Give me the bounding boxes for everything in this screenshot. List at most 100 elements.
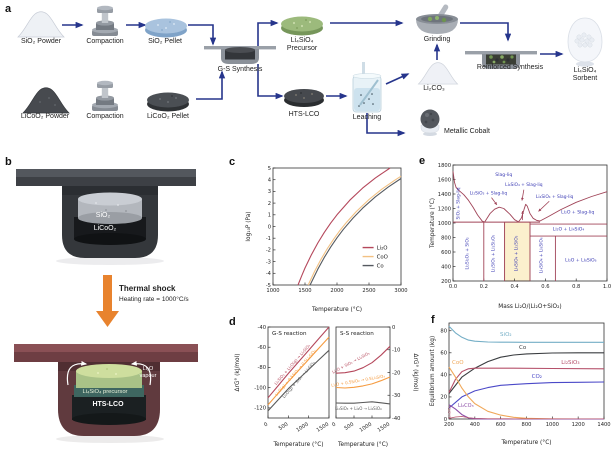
svg-text:-1: -1 — [266, 236, 271, 242]
svg-text:Temperature (°C): Temperature (°C) — [311, 307, 362, 313]
leaching-beaker-icon — [352, 62, 382, 113]
svg-text:1500: 1500 — [316, 422, 330, 434]
label-b-licoo2: LiCoO₂ — [93, 225, 117, 232]
label-heating-rate: Heating rate = 1000°C/s — [119, 296, 189, 303]
series-Li₄SiO₄ — [448, 416, 604, 420]
series-Li₂SiO₃ — [448, 367, 605, 393]
svg-text:0: 0 — [263, 422, 269, 429]
svg-text:Li₄SiO₄: Li₄SiO₄ — [448, 405, 452, 418]
svg-text:1.0: 1.0 — [603, 284, 611, 290]
svg-text:1400: 1400 — [438, 192, 451, 198]
sio2-pellet-icon — [145, 18, 187, 38]
thermal-shock-arrow — [96, 275, 119, 327]
svg-text:Li₂O + Slag-liq: Li₂O + Slag-liq — [561, 210, 594, 216]
svg-text:2: 2 — [268, 201, 271, 207]
label-sio2-powder: SiO₂ Powder — [20, 38, 62, 45]
label-grinding: Grinding — [423, 36, 451, 43]
label-sorbent-1: Li₄SiO₄ — [573, 67, 597, 74]
svg-text:Li₄SiO₄ + Slag-liq: Li₄SiO₄ + Slag-liq — [505, 182, 543, 188]
series-CO₂ — [448, 381, 605, 409]
svg-text:Li₄SiO₄ + Li₂SiO₃: Li₄SiO₄ + Li₂SiO₃ — [513, 235, 519, 271]
svg-text:40: 40 — [440, 373, 447, 379]
svg-text:Slag-liq: Slag-liq — [495, 172, 512, 178]
label-li2o-vapour-1: Li₂O — [142, 366, 154, 372]
svg-text:Li₂SiO₃: Li₂SiO₃ — [561, 360, 579, 366]
label-precursor-2: Precursor — [286, 45, 318, 52]
svg-text:1000: 1000 — [359, 422, 373, 434]
compaction-press-icon — [92, 5, 118, 36]
svg-text:Temperature (°C): Temperature (°C) — [337, 442, 388, 448]
svg-text:0: 0 — [444, 417, 447, 423]
svg-text:600: 600 — [496, 422, 506, 428]
svg-text:Temperature (°C): Temperature (°C) — [272, 442, 323, 448]
chart-ss-reaction: 0 500 1000 1500 0 -10 -20 -30 -40 Temperature (°C… — [331, 325, 418, 448]
li2co3-pile-icon — [418, 62, 458, 85]
label-sio2-pellet: SiO₂ Pellet — [148, 38, 182, 45]
panel-letter-e: e — [419, 155, 426, 167]
svg-text:Li₂O + Li₈SiO₆: Li₂O + Li₈SiO₆ — [565, 257, 597, 263]
svg-text:60: 60 — [440, 351, 447, 357]
svg-text:Li₄SiO₄ + Slag-liq: Li₄SiO₄ + Slag-liq — [536, 194, 574, 200]
svg-text:200: 200 — [444, 422, 454, 428]
series-Li₂O — [297, 167, 391, 286]
svg-text:0: 0 — [268, 224, 271, 230]
svg-text:800: 800 — [441, 235, 451, 241]
svg-text:ΔrG° (kJ/mol): ΔrG° (kJ/mol) — [412, 354, 418, 392]
svg-text:-5: -5 — [266, 283, 271, 289]
svg-text:0: 0 — [331, 422, 337, 429]
sio2-powder-icon — [17, 11, 65, 38]
label-reinforced-synthesis: Reinforced Synthesis — [476, 64, 544, 71]
crucible-after-icon — [14, 344, 198, 443]
licoo2-pellet-icon — [147, 92, 189, 112]
svg-text:2000: 2000 — [330, 288, 343, 294]
svg-text:-30: -30 — [392, 393, 400, 399]
chart-equilibrium-amount: 200 400 600 800 1000 1200 1400 0 20 40 60 80 Tempera… — [430, 322, 611, 446]
svg-text:0.6: 0.6 — [541, 284, 549, 290]
svg-text:Li₂SiO₃ + Li₂O → Li₄SiO₄: Li₂SiO₃ + Li₂O → Li₄SiO₄ — [335, 406, 382, 411]
svg-text:Li₂O + 0.5SiO₂ → 0.5Li₄SiO₄: Li₂O + 0.5SiO₂ → 0.5Li₄SiO₄ — [331, 373, 386, 387]
svg-text:Li₂CO₃: Li₂CO₃ — [458, 403, 474, 409]
svg-text:-10: -10 — [392, 348, 400, 354]
svg-text:1600: 1600 — [438, 177, 451, 183]
svg-text:80: 80 — [440, 329, 447, 335]
svg-text:3000: 3000 — [394, 288, 407, 294]
svg-text:-20: -20 — [392, 370, 400, 376]
series-Li₂O + 0.5SiO₂ → 0.5Li₄SiO₄ — [335, 376, 391, 389]
crucible-before-icon — [16, 169, 196, 265]
svg-text:-60: -60 — [258, 345, 266, 351]
svg-text:Li₂O + SiO₂ → Li₂SiO₃: Li₂O + SiO₂ → Li₂SiO₃ — [331, 350, 370, 374]
svg-text:500: 500 — [343, 422, 355, 432]
svg-text:-3: -3 — [266, 259, 271, 265]
svg-text:3: 3 — [268, 189, 271, 195]
svg-text:Co: Co — [519, 345, 527, 351]
grinding-mortar-icon — [416, 4, 458, 34]
svg-text:Li₂O + Li₄SiO₄: Li₂O + Li₄SiO₄ — [553, 227, 585, 233]
series-Li₂O(g) + 0.5SiO₂ → 0.5Li₄SiO₄ — [267, 336, 330, 406]
svg-text:200: 200 — [441, 279, 451, 285]
gs-synthesis-crucible-icon — [204, 46, 276, 64]
label-licoo2-powder: LiCoO₂ Powder — [20, 113, 70, 120]
svg-text:SiO₂: SiO₂ — [500, 332, 512, 338]
panel-b-graphics — [14, 169, 198, 443]
svg-text:Li₂SiO₃ + Slag-liq: Li₂SiO₃ + Slag-liq — [470, 191, 508, 197]
svg-text:400: 400 — [470, 422, 480, 428]
label-b-hts-lco: HTS-LCO — [92, 401, 124, 408]
svg-text:Equilibrium amount (kg): Equilibrium amount (kg) — [430, 336, 436, 406]
svg-text:1000: 1000 — [295, 422, 309, 434]
svg-text:400: 400 — [441, 264, 451, 270]
svg-text:CO₂: CO₂ — [532, 374, 542, 380]
svg-text:-100: -100 — [254, 385, 266, 391]
svg-text:Li₂Si₂O₅ + SiO₂: Li₂Si₂O₅ + SiO₂ — [464, 237, 470, 269]
svg-text:0.8: 0.8 — [572, 284, 580, 290]
metallic-cobalt-icon — [420, 109, 440, 136]
svg-text:1200: 1200 — [572, 422, 585, 428]
svg-text:500: 500 — [278, 422, 290, 432]
series-CoO — [448, 366, 604, 420]
svg-text:1800: 1800 — [438, 163, 451, 169]
panel-letter-c: c — [229, 156, 236, 168]
label-compaction-bottom: Compaction — [86, 113, 124, 120]
panel-letter-d: d — [229, 316, 236, 328]
svg-text:-2: -2 — [266, 248, 271, 254]
svg-text:600: 600 — [441, 250, 451, 256]
svg-text:-40: -40 — [392, 416, 400, 422]
